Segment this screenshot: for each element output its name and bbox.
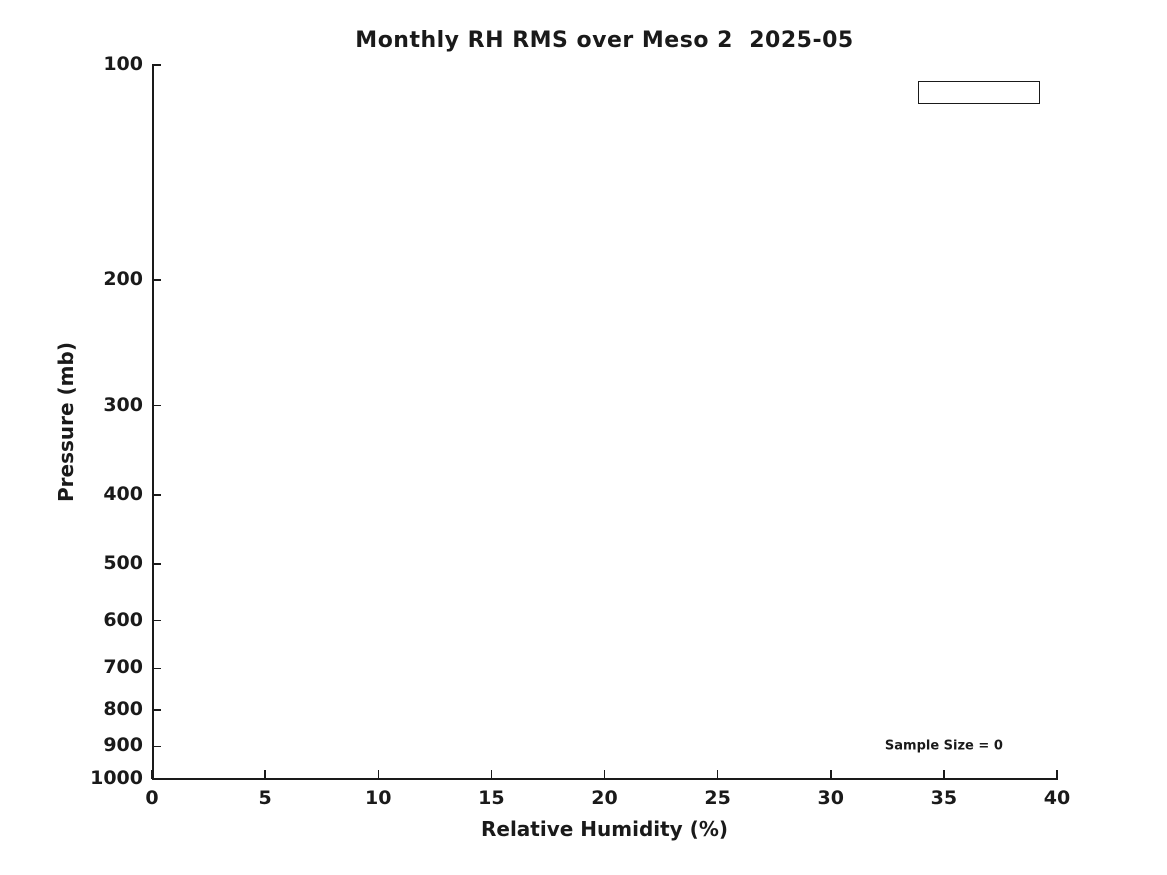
y-tick-label: 300 xyxy=(103,393,143,416)
y-tick-mark xyxy=(152,494,161,496)
y-axis-label: Pressure (mb) xyxy=(54,342,78,502)
y-tick-mark xyxy=(152,563,161,565)
y-tick-mark xyxy=(152,404,161,407)
x-tick-mark xyxy=(603,770,606,779)
chart-title: Monthly RH RMS over Meso 2 2025-05 xyxy=(355,28,854,53)
x-tick-label: 5 xyxy=(258,787,272,809)
x-tick-label: 10 xyxy=(365,787,392,809)
x-tick-label: 35 xyxy=(930,787,958,809)
x-tick-label: 0 xyxy=(145,787,159,809)
y-tick-mark xyxy=(152,667,161,670)
x-tick-label: 20 xyxy=(591,787,618,809)
sample-size-annotation: Sample Size = 0 xyxy=(884,738,1003,754)
x-tick-label: 30 xyxy=(817,787,844,809)
y-tick-label: 600 xyxy=(103,608,143,631)
x-tick-mark xyxy=(1056,770,1058,779)
legend-box xyxy=(918,81,1040,104)
x-tick-mark xyxy=(490,770,493,779)
y-tick-mark xyxy=(152,619,161,622)
x-tick-mark xyxy=(151,770,153,779)
y-tick-label: 100 xyxy=(103,53,143,75)
y-tick-label: 500 xyxy=(103,552,143,575)
y-tick-mark xyxy=(152,709,161,711)
y-tick-label: 900 xyxy=(103,734,143,757)
x-axis-label: Relative Humidity (%) xyxy=(480,817,729,841)
y-tick-mark xyxy=(152,64,161,66)
y-tick-label: 800 xyxy=(103,697,143,720)
y-tick-mark xyxy=(152,778,161,780)
x-tick-mark xyxy=(264,770,266,779)
y-tick-label: 1000 xyxy=(90,767,143,789)
x-tick-mark xyxy=(377,770,379,779)
x-tick-label: 25 xyxy=(704,787,731,809)
y-tick-label: 400 xyxy=(103,482,143,505)
y-tick-label: 700 xyxy=(103,656,143,679)
x-tick-label: 15 xyxy=(478,787,505,809)
x-tick-mark xyxy=(716,770,719,779)
x-tick-mark xyxy=(943,770,945,779)
y-axis-spine xyxy=(152,65,154,780)
x-tick-mark xyxy=(830,770,832,779)
y-tick-mark xyxy=(152,279,161,281)
y-tick-label: 200 xyxy=(103,267,143,290)
x-tick-label: 40 xyxy=(1043,787,1071,809)
y-tick-mark xyxy=(152,745,161,748)
